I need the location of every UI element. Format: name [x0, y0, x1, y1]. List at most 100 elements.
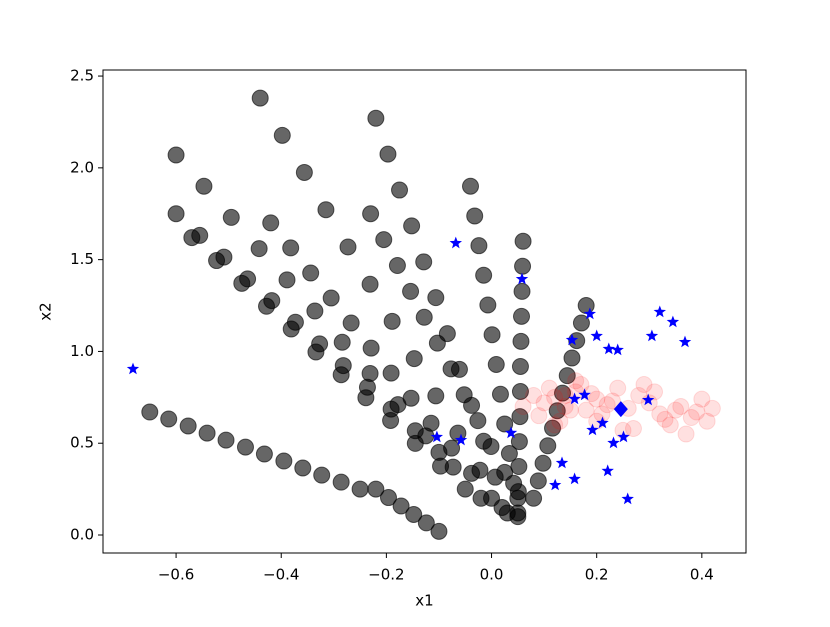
point	[535, 394, 553, 412]
point	[333, 333, 351, 351]
point	[263, 292, 281, 310]
y-tick-label: 1.5	[70, 250, 94, 268]
point	[306, 302, 324, 320]
point	[513, 307, 531, 325]
point	[313, 466, 331, 484]
point	[415, 253, 433, 271]
star-point	[596, 416, 609, 429]
point	[598, 396, 616, 414]
star-point	[565, 333, 579, 346]
point	[403, 217, 421, 235]
point	[556, 398, 574, 416]
point	[624, 420, 642, 438]
point	[334, 357, 352, 375]
point	[510, 433, 528, 451]
point	[215, 248, 233, 266]
point	[391, 181, 409, 199]
point	[479, 296, 497, 314]
point	[342, 314, 360, 332]
point	[511, 408, 529, 426]
x-tick-label: −0.6	[158, 566, 194, 584]
point	[361, 364, 379, 382]
point	[656, 410, 674, 428]
point	[470, 237, 488, 255]
point	[275, 452, 293, 470]
y-tick-label: 0.0	[70, 526, 94, 544]
point	[422, 414, 440, 432]
star-point	[578, 388, 591, 401]
y-tick-label: 0.5	[70, 434, 94, 452]
point	[278, 271, 296, 289]
point	[551, 412, 569, 430]
x-tick-label: 0.2	[585, 566, 609, 584]
point	[250, 240, 268, 258]
point	[577, 297, 595, 315]
star-point	[555, 456, 569, 469]
star-point	[504, 426, 518, 439]
x-tick-label: −0.4	[263, 566, 299, 584]
point	[513, 282, 531, 300]
axes-frame	[102, 69, 747, 554]
point	[167, 146, 185, 164]
point	[455, 386, 473, 404]
point	[509, 483, 527, 501]
point	[554, 384, 572, 402]
star-point	[568, 472, 581, 485]
point	[415, 308, 433, 326]
point	[577, 401, 595, 419]
star-point	[678, 335, 692, 348]
point	[667, 401, 685, 419]
point	[525, 386, 543, 404]
star-point	[583, 307, 596, 320]
point	[548, 402, 566, 420]
point	[295, 163, 313, 181]
point	[525, 489, 543, 507]
star-point	[621, 492, 634, 505]
point	[358, 378, 376, 396]
point	[496, 415, 514, 433]
point	[239, 270, 257, 288]
point	[469, 412, 487, 430]
point	[688, 403, 706, 421]
point	[236, 438, 254, 456]
point	[456, 480, 474, 498]
point	[198, 424, 216, 442]
star-point	[645, 329, 659, 342]
point	[251, 89, 269, 107]
point	[405, 505, 423, 523]
x-tick-label: 0.4	[690, 566, 714, 584]
x-tick-label: 0.0	[480, 566, 504, 584]
point	[311, 335, 329, 353]
point	[693, 390, 711, 408]
point	[546, 416, 564, 434]
point	[442, 360, 460, 378]
point	[482, 438, 500, 456]
point	[514, 398, 532, 416]
point	[375, 231, 393, 249]
point	[544, 419, 562, 437]
point	[514, 257, 532, 275]
point	[698, 412, 716, 430]
point	[630, 386, 648, 404]
star-point	[549, 478, 562, 491]
point	[572, 314, 590, 332]
point	[463, 464, 481, 482]
point	[383, 312, 401, 330]
x-axis-label: x1	[415, 592, 433, 610]
plot-area	[126, 89, 721, 540]
point	[282, 239, 300, 257]
point	[558, 367, 576, 385]
star-point	[126, 362, 140, 375]
point	[379, 489, 397, 507]
star-point	[653, 305, 666, 318]
point	[483, 326, 501, 344]
star-point	[568, 392, 581, 405]
point	[392, 497, 410, 515]
star-point	[590, 329, 603, 342]
point	[160, 410, 178, 428]
point	[402, 282, 420, 300]
point	[609, 379, 627, 397]
point	[430, 443, 448, 461]
point	[511, 357, 529, 375]
